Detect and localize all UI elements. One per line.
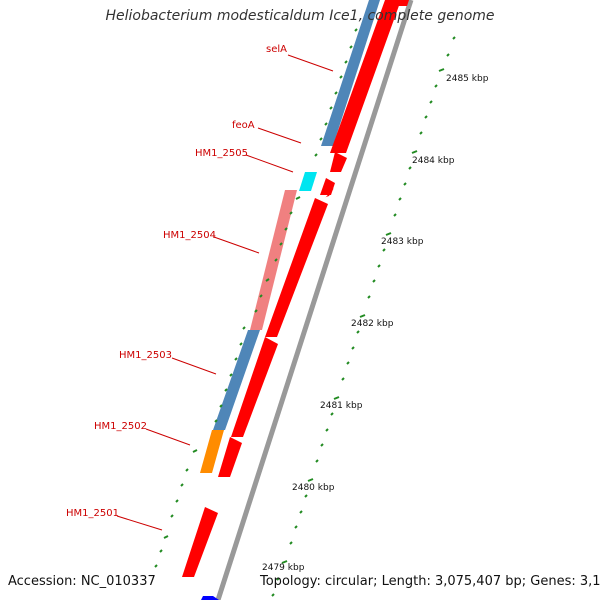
outer-scale-ticks [271,36,456,597]
gene-forward-2504-long-block[interactable] [265,198,328,337]
scale-label-2479: 2479 kbp [262,563,305,573]
gene-label-selA: selA [266,44,287,55]
gene-forward-2502-block[interactable] [218,437,242,477]
genome-title: Heliobacterium modesticaldum Ice1, compl… [105,8,495,24]
gene-reverse-bottom-block[interactable] [201,596,219,600]
gene-label-HM1-2503: HM1_2503 [119,350,172,361]
gene-label-HM1-2505: HM1_2505 [195,148,248,159]
gene-forward-top-right-block[interactable] [397,0,409,6]
label-leaders [116,54,334,531]
gene-feoA-block[interactable] [330,152,347,172]
gene-label-HM1-2501: HM1_2501 [66,508,119,519]
gene-label-HM1-2502: HM1_2502 [94,421,147,432]
gene-label-HM1-2504: HM1_2504 [163,230,216,241]
gene-forward-2503-block[interactable] [231,337,278,437]
scale-label-2482: 2482 kbp [351,319,394,329]
scale-label-2484: 2484 kbp [412,156,455,166]
genome-summary-text: Topology: circular; Length: 3,075,407 bp… [260,574,600,589]
scale-label-2480: 2480 kbp [292,483,335,493]
genome-backbone [215,0,414,600]
gene-HM1-2502-block[interactable] [200,430,224,473]
gene-forward-top-block[interactable] [330,0,401,153]
scale-label-2485: 2485 kbp [446,74,489,84]
gene-HM1-2504-block[interactable] [250,190,297,330]
gene-forward-2505-block[interactable] [320,178,335,195]
scale-label-2483: 2483 kbp [381,237,424,247]
inner-minor-ticks [154,28,358,568]
accession-text: Accession: NC_010337 [8,574,156,589]
gene-HM1-2505-block[interactable] [299,172,317,191]
scale-label-2481: 2481 kbp [320,401,363,411]
gene-HM1-2503-block[interactable] [213,330,260,430]
gene-forward-2501-block[interactable] [182,507,218,577]
gene-selA-block[interactable] [321,0,380,146]
gene-label-feoA: feoA [232,120,255,131]
